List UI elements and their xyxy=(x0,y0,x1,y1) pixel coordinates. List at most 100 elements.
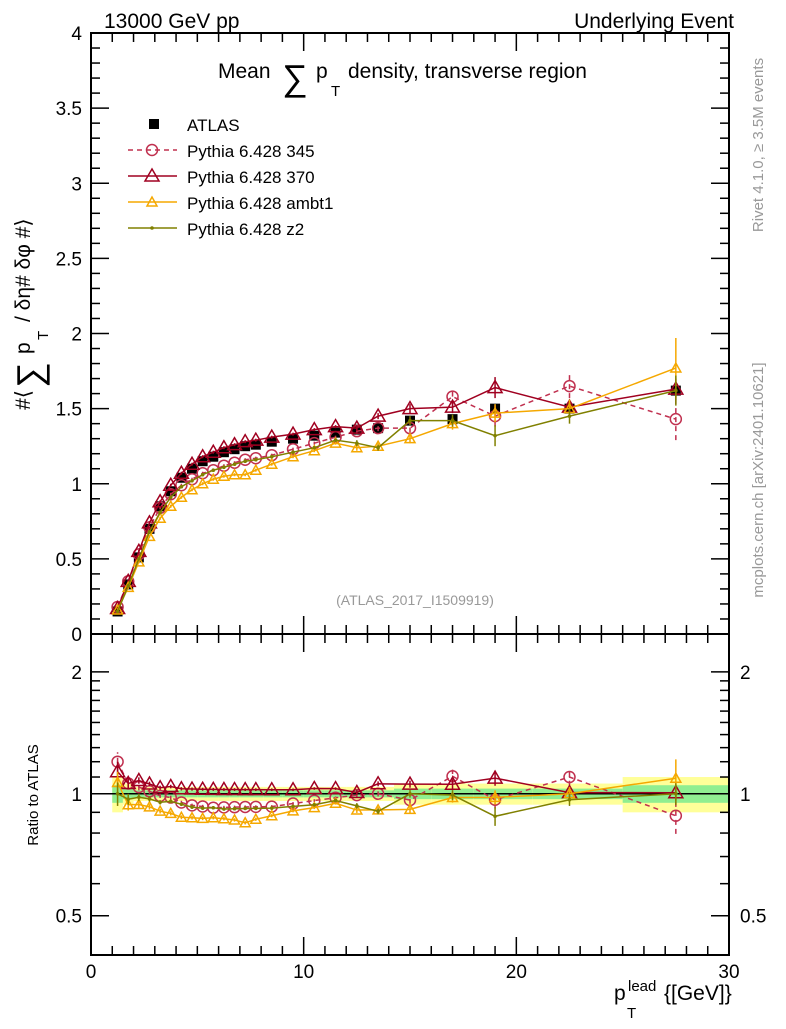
ratio-point xyxy=(286,797,300,810)
ylabel-sum: ∑ xyxy=(9,362,50,388)
ratio-point xyxy=(286,804,300,816)
title-sub: T xyxy=(331,83,340,100)
ratio-point xyxy=(143,800,156,812)
ratio-point xyxy=(249,800,263,814)
watermark: (ATLAS_2017_I1509919) xyxy=(336,592,494,608)
ratio-point xyxy=(232,806,237,811)
ratio-point xyxy=(243,806,247,811)
ratio-point xyxy=(217,812,231,824)
data-point xyxy=(450,418,455,423)
data-point xyxy=(173,464,190,479)
data-point xyxy=(204,443,222,458)
ratio-y-axis-label: Ratio to ATLAS xyxy=(25,744,42,845)
x-tick-label: 30 xyxy=(718,962,739,983)
header-left: 13000 GeV pp xyxy=(104,10,239,33)
data-point xyxy=(137,557,141,561)
ratio-point xyxy=(669,771,683,783)
data-point xyxy=(493,433,497,438)
data-point xyxy=(243,459,247,464)
chart-title: Mean ∑ p T density, transverse region xyxy=(218,57,587,100)
ratio-point xyxy=(175,810,188,823)
legend-marker xyxy=(143,167,161,182)
ratio-point xyxy=(126,797,131,802)
data-point xyxy=(126,584,131,588)
data-point xyxy=(486,379,504,394)
data-point xyxy=(563,379,576,393)
data-point xyxy=(111,603,124,615)
x-tick-label: 20 xyxy=(506,962,527,983)
data-point xyxy=(355,441,359,445)
ratio-point xyxy=(269,806,274,810)
ratio-point xyxy=(355,804,359,808)
ratio-point xyxy=(190,805,194,809)
ratio-point xyxy=(115,791,120,796)
ratio-point xyxy=(226,781,243,796)
data-point xyxy=(196,477,209,489)
data-point xyxy=(147,530,152,534)
title-prefix: Mean xyxy=(218,60,271,83)
title-sum: ∑ xyxy=(282,57,308,98)
ratio-tick-label: 0.5 xyxy=(56,907,82,928)
y-tick-label: 0 xyxy=(71,625,82,646)
ratio-point xyxy=(291,804,295,809)
ratio-point xyxy=(207,811,220,823)
data-point xyxy=(269,454,274,459)
xlabel-p: p xyxy=(614,982,626,1005)
data-point xyxy=(674,388,678,393)
data-point xyxy=(350,441,364,453)
ratio-point xyxy=(179,802,184,807)
data-point xyxy=(238,468,252,480)
data-point xyxy=(190,478,194,483)
data-point xyxy=(329,436,342,448)
data-point xyxy=(669,361,683,373)
ratio-tick-label: 2 xyxy=(71,663,82,684)
data-point xyxy=(369,407,387,422)
ratio-point xyxy=(567,797,572,802)
ratio-point xyxy=(408,791,412,796)
axes: 0 10 20 30 0 0.5 1 1.5 2 2.5 3 3.5 4 0.5 0.5 1 1 2 2 xyxy=(56,24,767,983)
x-tick-label: 10 xyxy=(293,962,314,983)
side-label-rivet: Rivet 4.1.0, ≥ 3.5M events xyxy=(750,58,767,232)
ratio-point xyxy=(249,812,263,825)
ratio-tick-label: 1 xyxy=(71,785,82,806)
data-marks xyxy=(109,338,685,834)
ratio-point xyxy=(350,803,364,815)
ratio-point xyxy=(444,775,461,790)
ratio-point xyxy=(168,799,173,804)
legend-label: Pythia 6.428 370 xyxy=(187,168,315,187)
ylabel-pre: #⟨ xyxy=(12,390,35,410)
legend-label: Pythia 6.428 ambt1 xyxy=(187,194,333,213)
data-point xyxy=(446,417,459,429)
ratio-point xyxy=(173,780,190,795)
x-axis-label: p lead T {[GeV]} xyxy=(614,978,732,1022)
ratio-tick-label-right: 2 xyxy=(740,663,751,684)
y-tick-label: 0.5 xyxy=(56,550,82,571)
ratio-point xyxy=(183,780,201,795)
ratio-point xyxy=(121,798,135,810)
data-point xyxy=(305,421,323,436)
header-right: Underlying Event xyxy=(574,10,734,33)
data-point xyxy=(669,412,683,426)
ratio-point xyxy=(164,806,178,819)
series-line xyxy=(116,389,677,612)
ratio-point xyxy=(450,793,455,797)
ratio-point xyxy=(247,781,265,796)
data-point xyxy=(168,495,173,500)
y-tick-label: 3.5 xyxy=(56,99,82,120)
ratio-point xyxy=(493,814,497,819)
data-point xyxy=(121,580,135,593)
y-axis-label: #⟨ ∑ p T / δη# δφ #⟩ xyxy=(9,218,52,409)
data-point xyxy=(175,490,188,503)
ratio-point xyxy=(669,809,683,822)
data-point xyxy=(143,529,156,542)
ratio-point xyxy=(162,778,180,793)
title-p: p xyxy=(316,60,328,83)
data-point xyxy=(284,425,302,440)
data-point xyxy=(226,436,243,451)
ratio-point xyxy=(486,769,504,784)
ratio-point xyxy=(563,770,576,784)
ratio-point xyxy=(333,798,338,803)
atlas-point xyxy=(330,427,341,438)
xlabel-sup: lead xyxy=(628,978,656,995)
